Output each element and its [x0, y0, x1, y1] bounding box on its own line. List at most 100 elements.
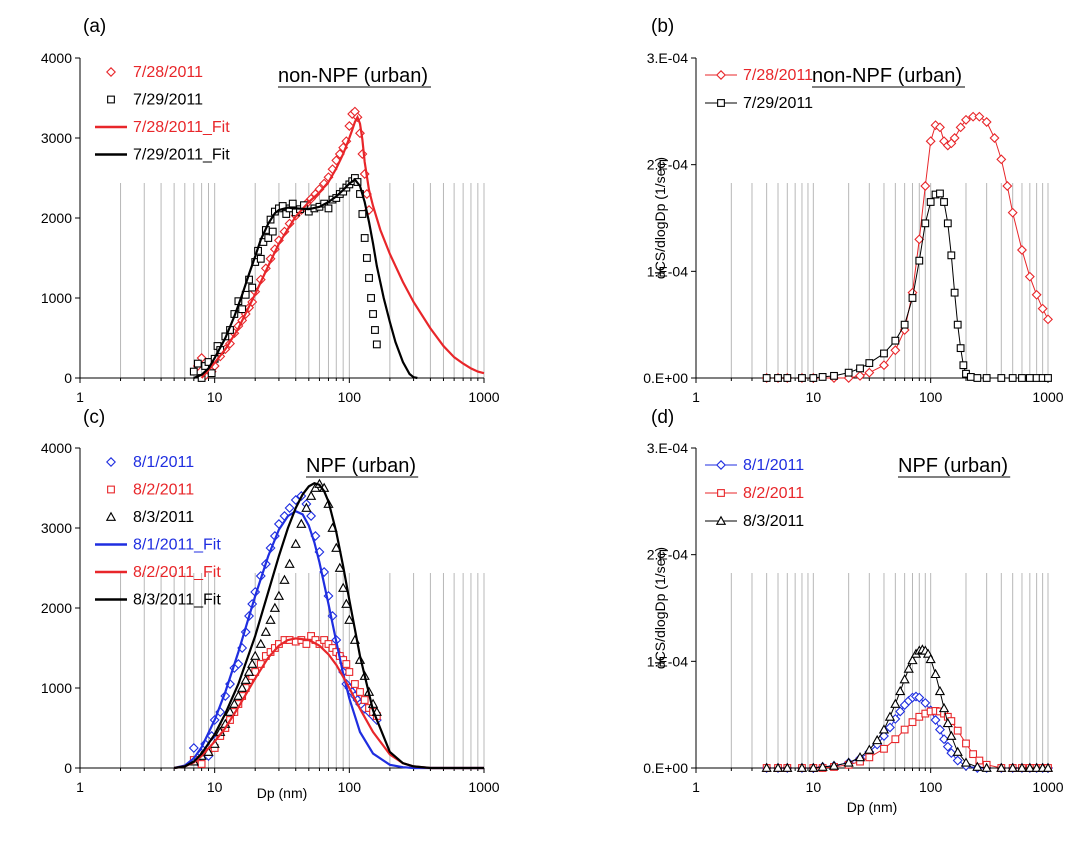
x-tick-label: 100: [919, 779, 943, 795]
x-tick-label: 100: [338, 779, 362, 795]
data-point: [828, 760, 840, 770]
x-tick-label: 10: [806, 779, 822, 795]
data-point: [830, 371, 838, 380]
data-point: [925, 136, 936, 147]
data-point: [890, 345, 901, 356]
data-point: [290, 538, 301, 548]
legend-swatch-marker: [717, 489, 725, 497]
data-point: [864, 367, 875, 378]
data-point: [899, 674, 910, 684]
chart-panel-d: 1 10 100 1000 0.E+00 1.E-04 2.E-04 3.E-04 (d) NPF…: [643, 407, 1064, 815]
data-point: [936, 189, 944, 198]
data-point: [959, 361, 968, 370]
panel-label: (a): [83, 16, 106, 37]
data-point: [367, 294, 375, 302]
y-tick-label: 1.E-04: [647, 263, 688, 279]
x-axis-label: Dp (nm): [257, 785, 308, 801]
series-line: [766, 116, 1049, 379]
data-point: [264, 234, 273, 242]
series-line: [173, 482, 484, 770]
series-7-28-2011: 7/28/2011: [705, 67, 1053, 383]
legend-label: 7/28/2011_Fit: [133, 119, 230, 136]
y-tick-label: 2000: [41, 210, 72, 226]
data-point: [1007, 207, 1018, 218]
legend-label: 7/28/2011: [743, 67, 813, 84]
data-point: [247, 658, 258, 668]
legend-label: 8/2/2011_Fit: [133, 564, 221, 581]
data-point: [772, 762, 784, 772]
x-tick-label: 10: [207, 389, 223, 405]
data-point: [344, 614, 355, 624]
data-point: [224, 706, 236, 716]
data-point: [237, 682, 248, 692]
data-point: [981, 117, 992, 127]
x-tick-label: 1000: [1032, 389, 1063, 405]
series-7-28-2011-Fit: 7/28/2011_Fit: [95, 114, 485, 379]
data-point: [229, 698, 240, 708]
data-point: [238, 305, 247, 314]
data-point: [796, 762, 808, 772]
data-point: [320, 636, 329, 644]
data-point: [974, 111, 985, 122]
data-point: [207, 369, 216, 378]
data-point: [934, 724, 945, 735]
data-point: [265, 614, 276, 624]
series-7-29-2011-Fit: 7/29/2011_Fit: [95, 147, 418, 380]
data-point: [942, 741, 953, 752]
data-point: [930, 715, 941, 725]
data-point: [915, 256, 924, 265]
data-point: [341, 598, 352, 608]
data-point: [818, 373, 827, 381]
x-tick-label: 10: [207, 779, 223, 795]
legend-swatch-marker: [105, 511, 117, 521]
data-point: [1037, 303, 1048, 314]
x-axis-label: Dp (nm): [847, 799, 898, 815]
data-point: [961, 114, 971, 125]
data-point: [193, 359, 202, 368]
data-point: [279, 574, 290, 584]
y-axis-label: dCS/dlogDp (1/sec): [652, 547, 668, 669]
data-point: [250, 650, 261, 660]
data-point: [952, 746, 963, 756]
data-point: [362, 254, 371, 262]
y-tick-label: 4000: [41, 440, 72, 456]
series-7-28-2011: 7/28/2011: [106, 64, 374, 381]
data-point: [360, 696, 369, 704]
data-point: [956, 344, 965, 353]
data-point: [324, 640, 333, 648]
data-point: [891, 735, 900, 744]
data-point: [878, 360, 889, 371]
legend-label: 8/1/2011: [133, 454, 194, 471]
data-point: [930, 668, 941, 679]
legend-label: 8/1/2011_Fit: [133, 537, 221, 554]
series-line: [173, 509, 484, 770]
data-point: [908, 294, 917, 302]
legend-label: 7/29/2011: [743, 95, 813, 112]
x-tick-label: 1000: [468, 389, 499, 405]
data-point: [357, 149, 368, 159]
data-point: [914, 692, 925, 703]
data-point: [926, 198, 935, 206]
y-tick-label: 2.E-04: [647, 157, 688, 173]
data-point: [1031, 289, 1042, 300]
data-point: [1002, 181, 1013, 191]
series-8-3-2011: 8/3/2011: [705, 513, 1054, 772]
data-point: [243, 666, 255, 676]
data-point: [982, 374, 991, 382]
data-point: [360, 234, 369, 242]
data-point: [371, 326, 379, 334]
series-8-2-2011: 8/2/2011: [107, 482, 381, 768]
data-point: [908, 718, 917, 727]
data-point: [949, 133, 960, 143]
x-tick-label: 1: [76, 389, 84, 405]
data-point: [962, 739, 970, 748]
data-point: [273, 590, 285, 600]
x-tick-label: 100: [919, 389, 943, 405]
panel-label: (b): [651, 16, 674, 37]
data-point: [808, 762, 819, 772]
legend-swatch-marker: [106, 67, 116, 77]
data-point: [1018, 374, 1026, 382]
data-point: [880, 349, 888, 358]
x-tick-label: 1: [692, 389, 700, 405]
